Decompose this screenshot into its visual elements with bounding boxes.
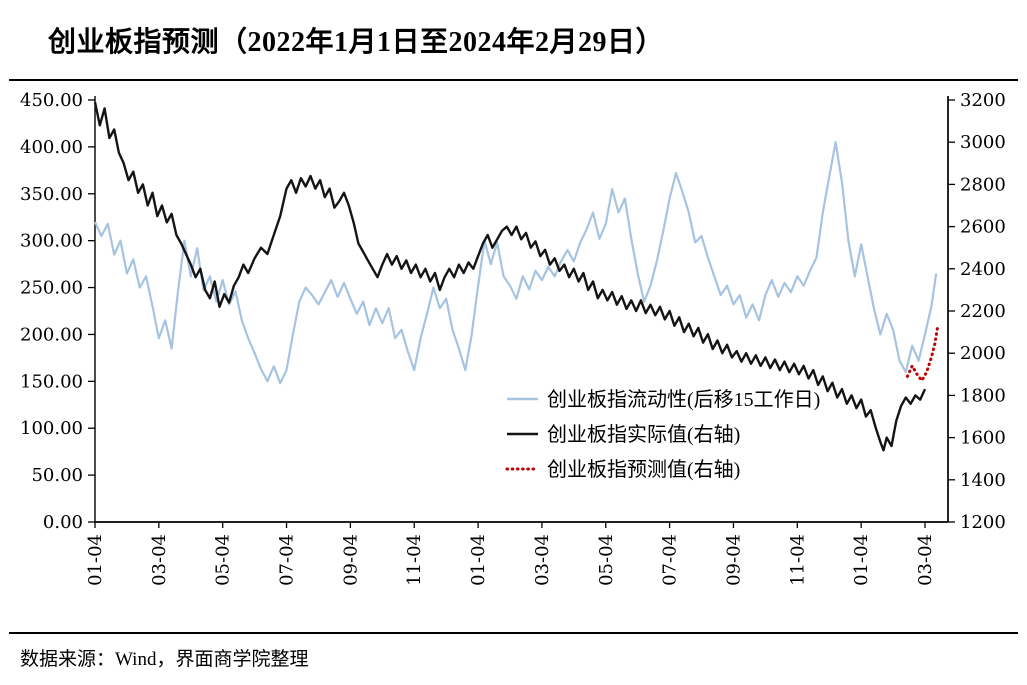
series-line-2: [93, 101, 927, 452]
x-axis-label: 03-04: [915, 534, 936, 586]
page-title: 创业板指预测（2022年1月1日至2024年2月29日）: [48, 27, 665, 58]
x-axis-label: 11-04: [404, 534, 425, 586]
x-axis-label: 09-04: [723, 534, 744, 586]
left-axis-label: 400.00: [20, 137, 83, 158]
right-axis-label: 1800: [960, 385, 1006, 406]
x-axis-label: 01-04: [851, 534, 872, 586]
x-axis-label: 07-04: [660, 534, 681, 586]
left-axis-label: 250.00: [20, 278, 83, 299]
x-axis-label: 03-04: [532, 534, 553, 586]
x-axis: 01-04 03-04 05-04 07-04 09-04 11-04 01-04 03-04…: [85, 522, 936, 586]
right-axis-label: 2400: [960, 259, 1006, 280]
right-axis-label: 2800: [960, 174, 1006, 195]
left-axis-label: 150.00: [20, 371, 83, 392]
x-axis-label: 01-04: [468, 534, 489, 586]
x-axis-label: 11-04: [787, 534, 808, 586]
x-axis-label: 05-04: [596, 534, 617, 586]
x-axis-label: 01-04: [85, 534, 106, 586]
axes: [94, 96, 949, 523]
left-axis-label: 300.00: [20, 231, 83, 252]
legend-label-2: 创业板指实际值(右轴): [547, 423, 740, 446]
right-axis-label: 3200: [960, 90, 1006, 111]
x-axis-label: 03-04: [149, 534, 170, 586]
series-line-1: [93, 141, 938, 385]
right-axis-label: 2600: [960, 217, 1006, 238]
left-axis-label: 350.00: [20, 184, 83, 205]
left-axis-label: 0.00: [43, 512, 83, 533]
right-axis-label: 1600: [960, 428, 1006, 449]
left-axis-label: 450.00: [20, 90, 83, 111]
right-axis-label: 1200: [960, 512, 1006, 533]
source-note: 数据来源：Wind，界面商学院整理: [20, 649, 309, 670]
left-axis-label: 100.00: [20, 418, 83, 439]
series-line-3: [905, 324, 940, 383]
right-axis: 3200 3000 2800 2600 2400 2200 2000 1800 1600 1400…: [948, 90, 1006, 533]
left-axis-label: 50.00: [31, 465, 83, 486]
legend-label-1: 创业板指流动性(后移15工作日): [547, 388, 820, 411]
x-axis-label: 05-04: [213, 534, 234, 586]
left-axis-label: 200.00: [20, 324, 83, 345]
left-axis: 450.00 400.00 350.00 300.00 250.00 200.00 150.…: [20, 90, 95, 533]
right-axis-label: 3000: [960, 132, 1006, 153]
right-axis-label: 2000: [960, 343, 1006, 364]
x-axis-label: 07-04: [277, 534, 298, 586]
right-axis-label: 1400: [960, 470, 1006, 491]
legend-label-3: 创业板指预测值(右轴): [547, 458, 740, 481]
top-divider: [9, 79, 1018, 81]
x-axis-label: 09-04: [340, 534, 361, 586]
legend: 创业板指流动性(后移15工作日) 创业板指实际值(右轴) 创业板指预测值(右轴): [505, 388, 820, 481]
bottom-divider: [9, 632, 1018, 634]
right-axis-label: 2200: [960, 301, 1006, 322]
